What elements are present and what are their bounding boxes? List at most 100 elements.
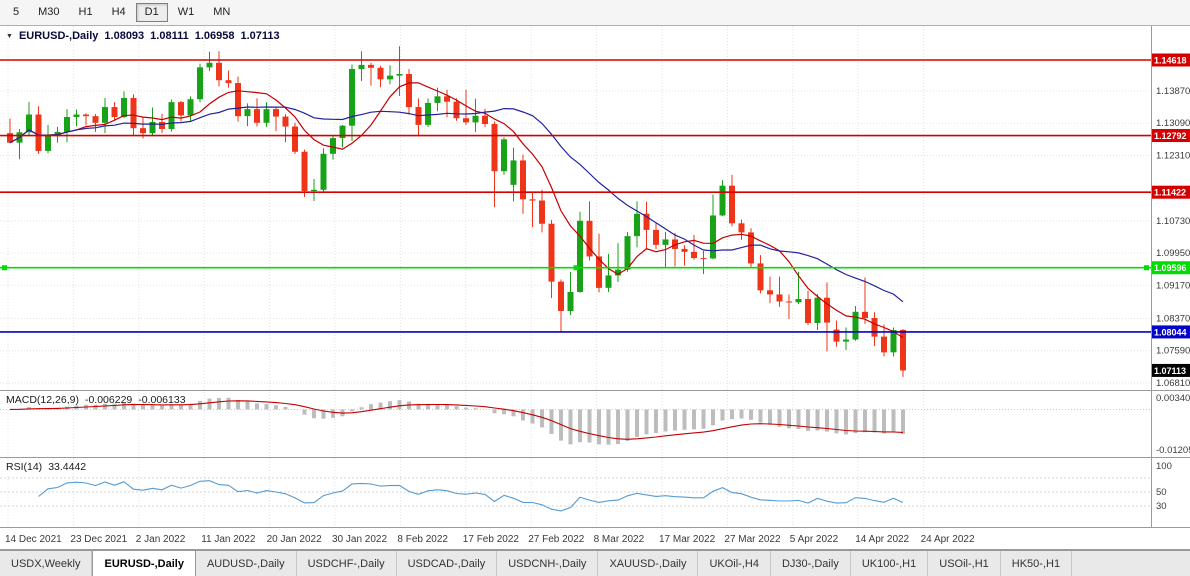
timeframe-button-d1[interactable]: D1 <box>135 3 168 22</box>
candle-body <box>273 109 279 117</box>
ma-slow-line <box>9 106 904 303</box>
datelbl: 17 Mar 2022 <box>659 534 716 545</box>
chart-tab-uk100-h1[interactable]: UK100-,H1 <box>850 551 929 576</box>
chart-tab-ukoil-h4[interactable]: UKOil-,H4 <box>698 551 771 576</box>
timeframe-button-m30[interactable]: M30 <box>29 3 68 22</box>
timeframe-button-mn[interactable]: MN <box>204 3 239 22</box>
candle-body <box>54 131 61 136</box>
price-tag-1.08044 <box>1151 325 1190 339</box>
chart-tab-usdchf-daily[interactable]: USDCHF-,Daily <box>296 551 397 576</box>
candle-body <box>757 263 764 291</box>
candle-body <box>187 99 194 116</box>
axlbl: -0.01205 <box>1156 445 1190 456</box>
candle-body <box>111 107 118 117</box>
candle-body <box>64 117 70 132</box>
grid-lines <box>0 26 1151 527</box>
candle-body <box>206 62 213 68</box>
chart-tab-dj30-daily[interactable]: DJ30-,Daily <box>770 551 851 576</box>
candle-body <box>73 114 80 117</box>
ma-fast-line <box>9 82 904 339</box>
candle-body <box>662 239 669 245</box>
candle-body <box>653 229 659 245</box>
chart-tab-usdcnh-daily[interactable]: USDCNH-,Daily <box>497 551 599 576</box>
candle-body <box>539 200 545 224</box>
taglbl: 1.09596 <box>1154 263 1187 273</box>
candle-body <box>235 83 241 117</box>
timeframe-button-w1[interactable]: W1 <box>169 3 204 22</box>
axlbl: 1.13870 <box>1156 86 1190 97</box>
candle-body <box>292 126 298 152</box>
hline-handle[interactable] <box>2 265 7 271</box>
candle-body <box>121 97 127 117</box>
chart-tab-usoil-h1[interactable]: USOil-,H1 <box>928 551 1001 576</box>
axlbl: 50 <box>1156 487 1167 498</box>
datelbl: 14 Apr 2022 <box>855 534 909 545</box>
chart-tab-usdx-weekly[interactable]: USDX,Weekly <box>0 551 93 576</box>
candle-body <box>567 291 574 311</box>
datelbl: 11 Jan 2022 <box>201 534 256 545</box>
candle-body <box>491 124 498 172</box>
datelbl: 27 Mar 2022 <box>724 534 781 545</box>
axlbl: 1.10730 <box>1156 216 1190 227</box>
hline-handle[interactable] <box>573 265 579 271</box>
candle-body <box>92 116 99 123</box>
candle-body <box>358 64 365 70</box>
candle-body <box>263 109 270 123</box>
datelbl: 5 Apr 2022 <box>790 534 839 545</box>
candle-body <box>767 290 773 295</box>
candle-body <box>529 199 536 201</box>
axlbl: 1.09950 <box>1156 248 1190 259</box>
candle-body <box>710 215 716 259</box>
datelbl: 24 Apr 2022 <box>921 534 975 545</box>
candle-body <box>444 96 450 102</box>
candle-body <box>548 223 555 282</box>
candle-body <box>387 75 393 80</box>
candle-body <box>330 138 336 154</box>
candle-body <box>320 153 327 190</box>
candle-body <box>225 80 232 84</box>
timeframe-button-h1[interactable]: H1 <box>70 3 102 22</box>
chart-tab-usdcad-daily[interactable]: USDCAD-,Daily <box>396 551 498 576</box>
candle-body <box>681 248 688 252</box>
timeframe-button-5[interactable]: 5 <box>4 3 28 22</box>
price-tag-1.09596 <box>1151 261 1190 275</box>
chart-tab-eurusd-daily[interactable]: EURUSD-,Daily <box>92 551 196 576</box>
candle-body <box>311 189 317 192</box>
taglbl: 1.11422 <box>1154 188 1186 198</box>
chart-tab-hk50-h1[interactable]: HK50-,H1 <box>1000 551 1073 576</box>
axlbl: 100 <box>1156 461 1172 472</box>
candle-body <box>643 213 650 230</box>
candle-body <box>852 311 859 340</box>
candle-body <box>349 69 355 126</box>
candle-body <box>843 339 849 342</box>
datelbl: 30 Jan 2022 <box>332 534 387 545</box>
chart-region: 1.13870 1.13090 1.12310 1.10730 1.09950 1.091… <box>0 26 1190 550</box>
candle-body <box>558 281 564 311</box>
candle-body <box>691 251 697 259</box>
candle-body <box>368 64 374 68</box>
candle-body <box>149 121 156 134</box>
candle-body <box>795 299 802 303</box>
candle-body <box>197 67 203 100</box>
candle-body <box>719 185 726 216</box>
candle-body <box>102 107 108 123</box>
candle-body <box>824 297 830 323</box>
price-tag-1.12792 <box>1151 129 1190 143</box>
candle-body <box>520 160 526 200</box>
candle-body <box>482 115 488 125</box>
chart-tab-xauusd-daily[interactable]: XAUUSD-,Daily <box>598 551 699 576</box>
axlbl: 1.12310 <box>1156 150 1190 161</box>
datelbl: 23 Dec 2021 <box>70 534 127 545</box>
date-axis: 14 Dec 2021 23 Dec 2021 2 Jan 2022 11 Jan 2… <box>5 534 975 545</box>
price-tag-1.11422 <box>1151 185 1190 199</box>
chart-canvas[interactable]: 1.13870 1.13090 1.12310 1.10730 1.09950 1.091… <box>0 26 1190 550</box>
candle-body <box>406 73 412 108</box>
hline-handle[interactable] <box>1144 265 1149 271</box>
candle-body <box>7 133 13 143</box>
price-axis: 1.13870 1.13090 1.12310 1.10730 1.09950 1.091… <box>1151 53 1190 512</box>
timeframe-button-h4[interactable]: H4 <box>103 3 135 22</box>
candle-body <box>700 258 707 260</box>
timeframe-toolbar: 5 M30 H1 H4 D1 W1 MN <box>0 0 1190 26</box>
candle-body <box>26 114 32 133</box>
chart-tab-audusd-daily[interactable]: AUDUSD-,Daily <box>195 551 297 576</box>
